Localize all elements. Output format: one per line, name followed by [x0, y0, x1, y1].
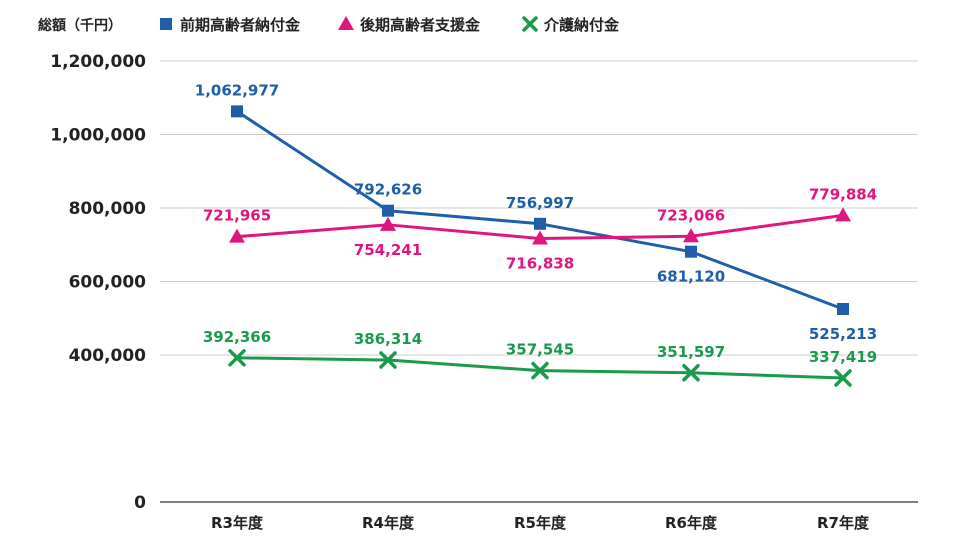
legend-marker-cross [522, 16, 538, 32]
y-tick-label: 400,000 [69, 346, 147, 366]
legend-marker-triangle [338, 16, 354, 30]
legend-item: 介護納付金 [522, 16, 620, 34]
cross-stroke [531, 361, 549, 380]
x-tick-label: R4年度 [362, 514, 415, 532]
cross-stroke [522, 16, 538, 32]
legend-item: 後期高齢者支援金 [338, 16, 481, 34]
legend-item: 前期高齢者納付金 [160, 16, 301, 34]
x-tick-label: R3年度 [211, 514, 264, 532]
y-tick-label: 0 [134, 493, 146, 513]
cross-stroke [228, 349, 246, 367]
data-label: 716,838 [506, 255, 574, 273]
y-axis-tick-labels: 0 400,000 600,000 800,000 1,000,000 1,200,000 [50, 52, 146, 513]
legend: 総額（千円） 前期高齢者納付金 後期高齢者支援金 介護納付金 [38, 16, 620, 34]
data-label: 351,597 [657, 343, 725, 361]
data-point-triangle [835, 207, 851, 222]
data-point-cross [834, 369, 852, 387]
data-label: 357,545 [506, 341, 574, 359]
legend-label: 前期高齢者納付金 [180, 16, 301, 34]
data-point-triangle [532, 230, 548, 245]
y-tick-label: 1,200,000 [50, 52, 146, 72]
data-label: 681,120 [657, 268, 725, 286]
legend-label: 後期高齢者支援金 [359, 16, 481, 34]
data-label: 792,626 [354, 181, 422, 199]
y-tick-label: 800,000 [69, 199, 147, 219]
series-triangle: 721,965 754,241 716,838 723,066 779,884 [203, 185, 877, 272]
data-label: 756,997 [506, 194, 574, 212]
cross-stroke [834, 369, 852, 387]
y-tick-label: 1,000,000 [50, 126, 146, 146]
data-point-triangle [229, 228, 245, 243]
data-label: 779,884 [809, 185, 877, 203]
x-tick-label: R7年度 [817, 514, 870, 532]
cross-stroke [682, 364, 700, 382]
cross-stroke [379, 351, 397, 369]
data-point-cross [531, 361, 549, 380]
data-point-cross [379, 351, 397, 369]
data-label: 1,062,977 [195, 81, 279, 99]
series-cross: 392,366 386,314 357,545 351,597 337,419 [203, 328, 877, 387]
series-square: 1,062,977 792,626 756,997 681,120 525,213 [195, 81, 877, 343]
data-label: 337,419 [809, 348, 877, 366]
data-label: 392,366 [203, 328, 271, 346]
data-point-cross [228, 349, 246, 367]
data-point-triangle [380, 216, 396, 231]
data-label: 525,213 [809, 325, 877, 343]
x-axis-tick-labels: R3年度 R4年度 R5年度 R6年度 R7年度 [211, 514, 870, 532]
data-label: 386,314 [354, 330, 422, 348]
x-tick-label: R6年度 [665, 514, 718, 532]
data-label: 721,965 [203, 207, 271, 225]
data-point-triangle [683, 228, 699, 243]
gridlines [160, 60, 918, 356]
data-label: 754,241 [354, 241, 422, 259]
legend-marker-square [160, 18, 172, 30]
legend-label: 介護納付金 [543, 16, 620, 34]
series-line [236, 356, 844, 380]
data-point-square [837, 302, 849, 315]
data-point-square [382, 204, 394, 217]
data-point-square [534, 217, 546, 230]
x-tick-label: R5年度 [514, 514, 567, 532]
data-point-square [685, 245, 697, 258]
data-label: 723,066 [657, 206, 725, 224]
data-point-square [231, 105, 243, 118]
unit-label: 総額（千円） [38, 17, 122, 34]
data-point-cross [682, 364, 700, 382]
y-tick-label: 600,000 [69, 273, 147, 293]
